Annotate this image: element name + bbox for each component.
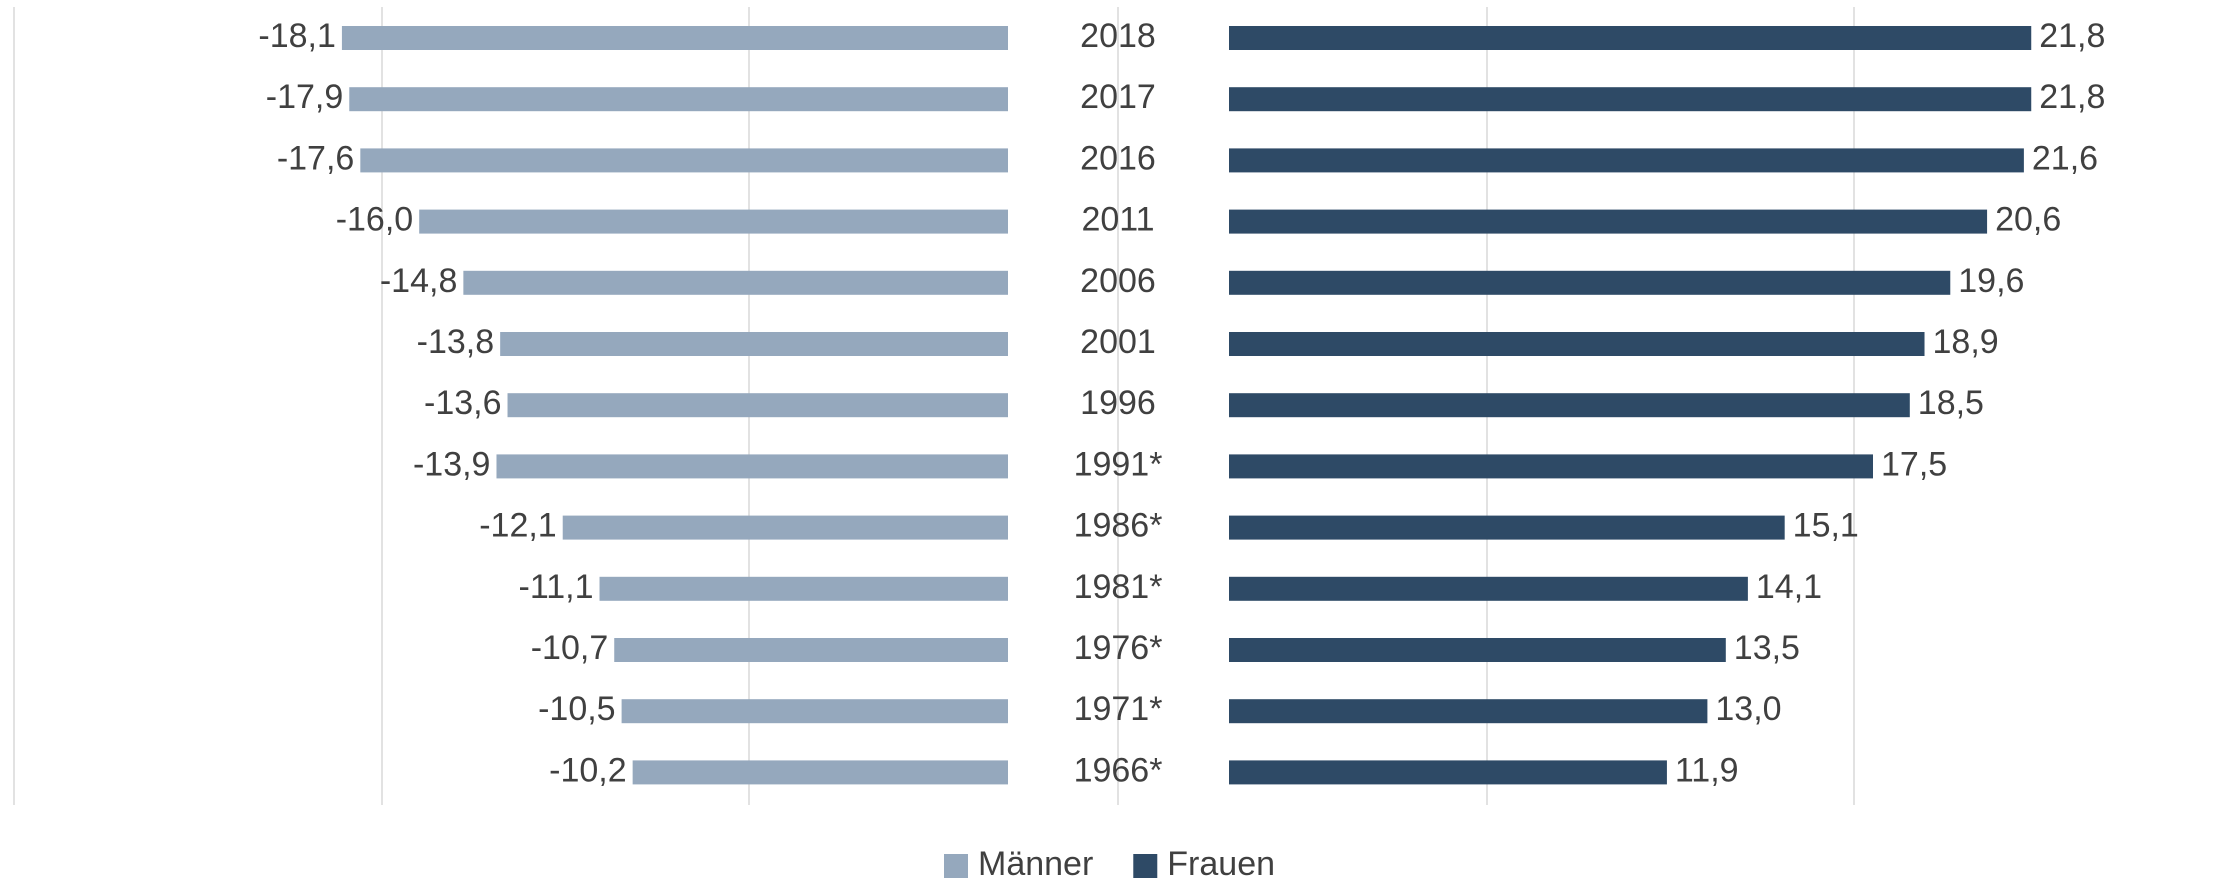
bar	[463, 270, 1008, 295]
data-label: 20,6	[1995, 201, 2061, 239]
bar	[507, 393, 1008, 418]
category-label: 2001	[1080, 323, 1156, 361]
data-label: 13,0	[1715, 690, 1781, 728]
data-label: 21,8	[2039, 78, 2105, 116]
bar	[1229, 576, 1748, 601]
data-label: -10,5	[538, 690, 616, 728]
data-label: -14,8	[380, 262, 458, 300]
data-label: -12,1	[479, 507, 557, 545]
bar	[1229, 26, 2032, 50]
data-label: -17,9	[266, 78, 344, 116]
bar	[1229, 332, 1925, 356]
bar	[1229, 760, 1667, 785]
category-label: 1971*	[1074, 690, 1163, 728]
category-label: 2017	[1080, 78, 1156, 116]
data-label: 18,9	[1933, 323, 1999, 361]
category-label: 1991*	[1074, 445, 1163, 483]
data-label: 17,5	[1881, 445, 1947, 483]
data-label: 21,8	[2039, 17, 2105, 55]
category-label: 1996	[1080, 384, 1156, 422]
bar	[614, 638, 1008, 662]
bar	[496, 454, 1008, 479]
category-label: 1981*	[1074, 568, 1163, 606]
bar	[621, 699, 1008, 724]
data-label: -11,1	[519, 568, 594, 606]
bar	[1229, 638, 1726, 662]
category-label: 1976*	[1074, 629, 1163, 667]
data-label: -10,7	[531, 629, 609, 667]
bar	[599, 576, 1008, 601]
data-label: 18,5	[1918, 384, 1984, 422]
bar	[419, 209, 1008, 234]
data-label: -13,8	[417, 323, 495, 361]
bar	[1229, 393, 1910, 418]
bar	[360, 148, 1008, 173]
data-label: 19,6	[1958, 262, 2024, 300]
bar	[1229, 270, 1951, 295]
bar	[349, 87, 1008, 112]
bar	[500, 332, 1008, 356]
category-label: 2011	[1081, 201, 1154, 239]
legend-swatch	[1133, 854, 1158, 878]
bar	[1229, 454, 1873, 479]
bar	[1229, 148, 2024, 173]
data-label: 11,9	[1675, 751, 1739, 789]
category-label: 2016	[1080, 139, 1156, 177]
data-label: 14,1	[1756, 568, 1822, 606]
category-label: 2006	[1080, 262, 1156, 300]
bar	[1229, 209, 1988, 234]
bar	[341, 26, 1008, 50]
bar	[1229, 699, 1708, 724]
legend-label: Frauen	[1167, 845, 1275, 881]
bar	[1229, 87, 2032, 112]
data-label: -13,6	[424, 384, 502, 422]
category-label: 1986*	[1074, 507, 1163, 545]
bar	[562, 515, 1008, 540]
data-label: 13,5	[1734, 629, 1800, 667]
data-label: -16,0	[336, 201, 414, 239]
legend-label: Männer	[978, 845, 1093, 881]
category-label: 2018	[1080, 17, 1156, 55]
legend-swatch	[944, 854, 968, 878]
data-label: -17,6	[277, 139, 355, 177]
category-label: 1966*	[1074, 751, 1163, 789]
data-label: 21,6	[2032, 139, 2098, 177]
data-label: -10,2	[549, 751, 627, 789]
data-label: 15,1	[1793, 507, 1859, 545]
data-label: -13,9	[413, 445, 491, 483]
bar	[1229, 515, 1785, 540]
bar	[632, 760, 1008, 785]
data-label: -18,1	[258, 17, 336, 55]
